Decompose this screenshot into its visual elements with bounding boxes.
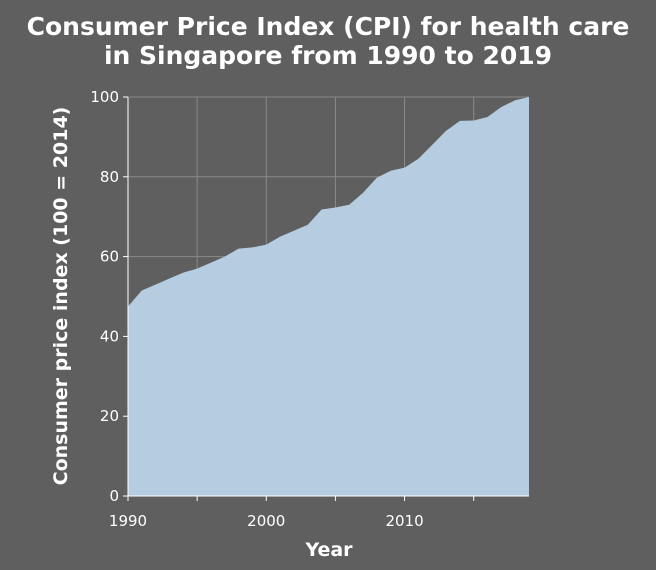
y-tick-label-60: 60 [100, 248, 119, 266]
axes: 0 20 40 60 80 100 1990 2000 2010 [90, 88, 529, 530]
x-tick-label-1990: 1990 [109, 512, 147, 530]
x-axis-title: Year [304, 539, 353, 561]
y-tick-label-40: 40 [100, 327, 119, 345]
chart-title-line-2: in Singapore from 1990 to 2019 [104, 41, 552, 70]
chart-title-line-1: Consumer Price Index (CPI) for health ca… [27, 12, 630, 41]
y-tick-label-80: 80 [100, 168, 119, 186]
data-area-layer [128, 97, 529, 496]
y-tick-label-100: 100 [90, 88, 119, 106]
y-tick-label-0: 0 [109, 487, 119, 505]
x-tick-label-2010: 2010 [385, 512, 423, 530]
x-tick-label-2000: 2000 [247, 512, 285, 530]
y-tick-label-20: 20 [100, 407, 119, 425]
series-area-0 [128, 97, 529, 496]
y-axis-title: Consumer price index (100 = 2014) [50, 107, 72, 486]
